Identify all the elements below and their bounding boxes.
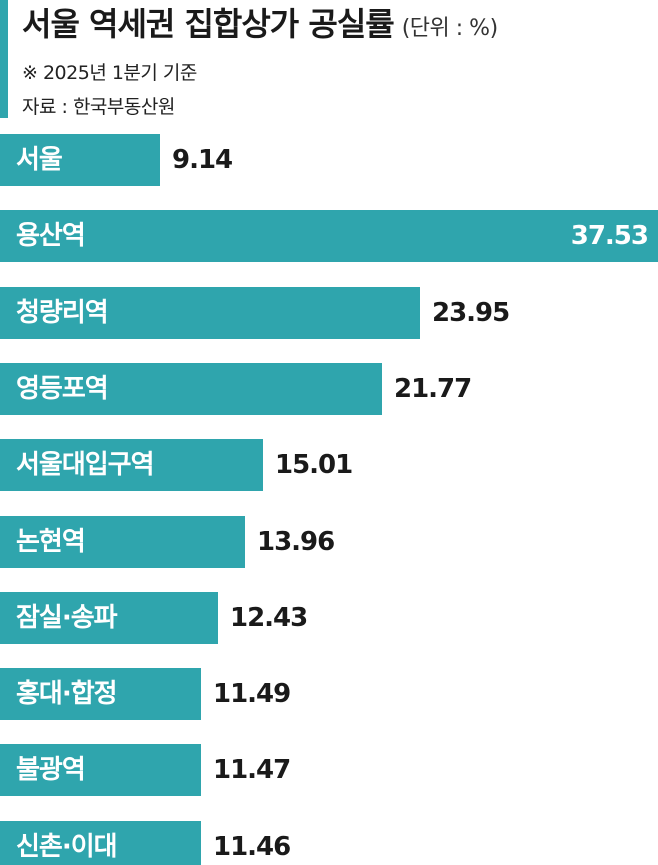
category-label: 서울: [16, 145, 63, 175]
value-label: 21.77: [394, 374, 472, 404]
value-label: 12.43: [230, 603, 308, 633]
category-label: 서울대입구역: [16, 450, 155, 480]
value-label: 11.47: [213, 755, 291, 785]
bar: [0, 439, 263, 491]
bar: [0, 287, 420, 339]
category-label: 용산역: [16, 221, 86, 251]
chart-header: 서울 역세권 집합상가 공실률 (단위 : %) ※ 2025년 1분기 기준 자…: [0, 0, 658, 125]
value-label: 15.01: [275, 450, 353, 480]
value-label: 23.95: [432, 298, 510, 328]
unit-label: (단위 : %): [401, 16, 498, 41]
title-row: 서울 역세권 집합상가 공실률 (단위 : %): [22, 4, 498, 50]
category-label: 홍대·합정: [16, 679, 118, 709]
value-label: 11.46: [213, 832, 291, 862]
basis-note: ※ 2025년 1분기 기준: [22, 62, 197, 84]
category-label: 논현역: [16, 527, 86, 557]
bar: [0, 134, 160, 186]
bar: [0, 592, 218, 644]
category-label: 청량리역: [16, 298, 109, 328]
category-label: 신촌·이대: [16, 832, 118, 862]
bar: [0, 668, 201, 720]
source-note: 자료 : 한국부동산원: [22, 96, 175, 118]
bar: [0, 516, 245, 568]
value-label: 11.49: [213, 679, 291, 709]
category-label: 영등포역: [16, 374, 109, 404]
category-label: 잠실·송파: [16, 603, 118, 633]
value-label: 13.96: [257, 527, 335, 557]
bar: [0, 363, 382, 415]
category-label: 불광역: [16, 755, 86, 785]
bar: [0, 744, 201, 796]
bar: [0, 821, 201, 865]
header-accent-bar: [0, 0, 8, 118]
value-label: 9.14: [172, 145, 233, 175]
chart-title: 서울 역세권 집합상가 공실률: [22, 5, 395, 43]
value-label: 37.53: [570, 221, 649, 251]
bar: [0, 210, 658, 262]
